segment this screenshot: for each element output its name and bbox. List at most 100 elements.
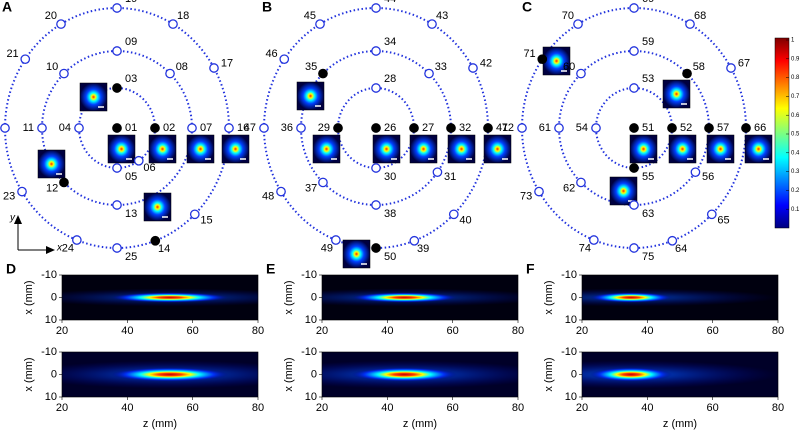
heatmap [62, 352, 258, 397]
beam-core [351, 292, 458, 303]
colorbar-tick-label: 0.1 [791, 207, 800, 213]
x-tick-label: 20 [576, 402, 588, 414]
open-point [0, 123, 10, 133]
filled-point [371, 243, 381, 253]
open-point [517, 123, 527, 133]
y-tick-label: -10 [301, 346, 317, 358]
x-tick-label: 40 [381, 325, 393, 337]
open-point [629, 200, 639, 210]
beam-core [351, 367, 458, 382]
open-point [279, 54, 290, 65]
open-point [59, 68, 69, 79]
panel-letter: F [526, 261, 535, 277]
y-tick-label: 10 [565, 314, 577, 326]
open-point [371, 83, 381, 93]
open-point [112, 163, 122, 173]
x-axis-label: z (mm) [143, 418, 177, 430]
open-point [371, 3, 381, 13]
open-point [667, 235, 678, 246]
point-label: 23 [3, 190, 15, 202]
open-point [432, 167, 443, 178]
point-label: 05 [125, 171, 137, 183]
open-point [331, 235, 341, 245]
point-label: 64 [675, 243, 687, 255]
open-point [629, 3, 639, 13]
filled-point [629, 123, 639, 133]
colorbar-tick-label: 0.5 [791, 132, 800, 138]
y-tick-label: -10 [561, 346, 577, 358]
arrow-label: x [56, 243, 63, 254]
point-label: 69 [642, 0, 654, 5]
colorbar [774, 37, 790, 229]
open-point [576, 68, 586, 79]
panel-letter: E [266, 261, 275, 277]
panel-letter: C [522, 0, 532, 15]
point-label: 75 [642, 251, 654, 263]
point-label: 72 [502, 122, 514, 134]
open-point [189, 209, 200, 220]
axis-arrows [14, 215, 55, 254]
point-label: 71 [523, 48, 535, 60]
open-point [629, 83, 639, 93]
point-label: 43 [436, 10, 448, 22]
open-point [224, 123, 234, 133]
open-point [589, 235, 599, 245]
filled-point [333, 123, 343, 133]
y-tick-label: 10 [45, 391, 57, 403]
open-point [726, 63, 736, 73]
point-label: 36 [281, 122, 293, 134]
filled-point [371, 123, 381, 133]
arrow-label: y [9, 213, 16, 224]
open-point [37, 123, 47, 133]
point-label: 46 [265, 48, 277, 60]
x-tick-label: 80 [512, 402, 524, 414]
point-label: 10 [46, 61, 58, 73]
open-point [112, 3, 122, 13]
open-point [629, 46, 639, 56]
x-tick-label: 60 [187, 325, 199, 337]
point-label: 04 [59, 122, 71, 134]
open-point [276, 186, 286, 197]
point-label: 30 [384, 171, 396, 183]
point-label: 42 [480, 57, 492, 69]
point-label: 33 [435, 61, 447, 73]
beam-core [111, 292, 229, 303]
point-label: 45 [304, 10, 316, 22]
point-label: 68 [694, 10, 706, 22]
point-label: 66 [754, 122, 766, 134]
open-point [573, 19, 583, 29]
open-point [371, 200, 381, 210]
y-tick-label: 0 [51, 291, 57, 303]
panel-letter: B [262, 0, 272, 15]
point-label: 07 [200, 122, 212, 134]
point-label: 44 [384, 0, 396, 5]
point-label: 50 [384, 251, 396, 263]
x-tick-label: 20 [56, 402, 68, 414]
open-point [371, 163, 381, 173]
point-label: 27 [422, 122, 434, 134]
x-tick-label: 60 [707, 325, 719, 337]
point-label: 58 [693, 61, 705, 73]
point-label: 14 [158, 243, 170, 255]
point-label: 65 [717, 215, 729, 227]
open-point [427, 19, 437, 29]
y-tick-label: -10 [301, 269, 317, 281]
open-point [591, 123, 601, 133]
point-label: 25 [125, 251, 137, 263]
x-tick-label: 60 [447, 402, 459, 414]
point-label: 02 [163, 122, 175, 134]
y-tick-label: -10 [41, 269, 57, 281]
point-label: 59 [642, 36, 654, 48]
filled-point [682, 68, 692, 79]
filled-point [446, 123, 456, 133]
panel-letter: A [2, 0, 12, 15]
x-tick-label: 60 [707, 402, 719, 414]
point-label: 55 [642, 171, 654, 183]
open-point [165, 68, 175, 79]
point-label: 52 [680, 122, 692, 134]
open-point [168, 19, 178, 29]
x-tick-label: 80 [772, 325, 784, 337]
y-axis-label: x (mm) [283, 280, 295, 314]
open-point [685, 19, 695, 29]
